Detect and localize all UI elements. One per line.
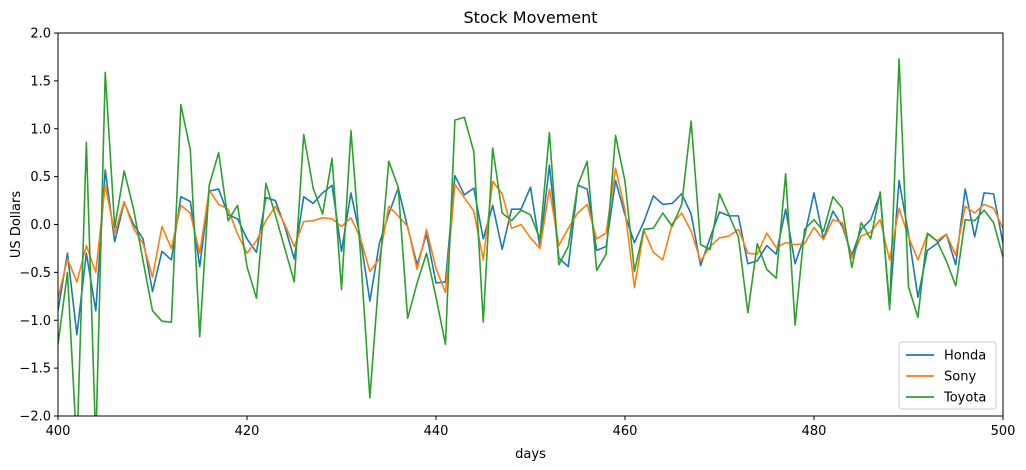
y-tick-label: −1.5 [19,362,51,377]
y-axis-label: US Dollars [9,191,24,258]
chart-title: Stock Movement [463,8,597,27]
series-line-sony [58,167,1003,299]
y-axis: −2.0 −1.5 −1.0 −0.5 0.0 0.5 1.0 1.5 2.0 [19,27,58,425]
series-line-toyota [58,58,1003,416]
y-tick-label: −1.0 [19,314,51,329]
legend: Honda Sony Toyota [898,341,997,410]
x-tick-label: 420 [235,424,260,439]
y-tick-label: 1.5 [30,74,51,89]
legend-label-toyota: Toyota [943,391,986,406]
x-axis-label: days [515,447,546,462]
x-tick-label: 480 [802,424,827,439]
y-tick-label: −2.0 [19,410,51,425]
y-tick-label: 2.0 [30,27,51,42]
x-tick-label: 460 [613,424,638,439]
x-tick-label: 500 [991,424,1016,439]
y-tick-label: 0.5 [30,170,51,185]
y-tick-label: 0.0 [30,218,51,233]
y-tick-label: −0.5 [19,266,51,281]
y-tick-label: 1.0 [30,122,51,137]
legend-box [898,341,997,410]
x-axis: 400 420 440 460 480 500 [46,416,1016,439]
series-layer [58,58,1003,416]
legend-label-sony: Sony [944,370,976,385]
legend-label-honda: Honda [944,349,986,364]
x-tick-label: 400 [46,424,71,439]
x-tick-label: 440 [424,424,449,439]
